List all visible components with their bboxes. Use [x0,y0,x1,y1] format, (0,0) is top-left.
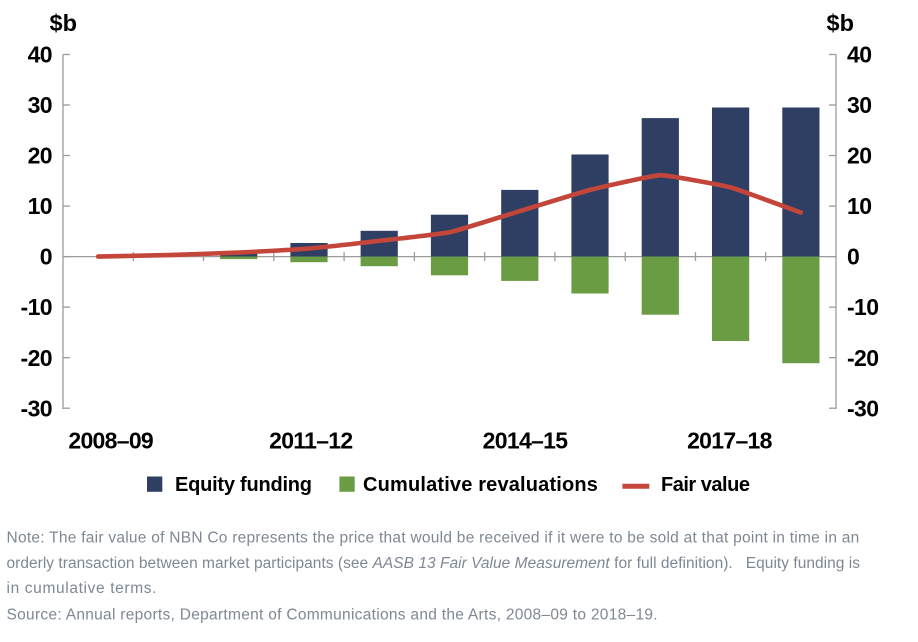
svg-text:-20: -20 [21,345,52,371]
svg-text:Source: Annual reports, Depart: Source: Annual reports, Department of Co… [7,607,658,624]
svg-text:40: 40 [847,42,871,68]
svg-text:30: 30 [847,92,871,118]
svg-text:orderly transaction between ma: orderly transaction between market parti… [7,555,861,572]
svg-text:$b: $b [50,10,77,36]
svg-text:Equity funding: Equity funding [175,474,312,496]
svg-text:20: 20 [28,143,52,169]
svg-text:-30: -30 [847,395,878,421]
svg-text:Fair value: Fair value [661,474,750,496]
svg-text:40: 40 [28,42,52,68]
svg-text:2011–12: 2011–12 [269,428,352,454]
svg-text:Note: The fair value of NBN Co: Note: The fair value of NBN Co represent… [7,530,860,547]
svg-text:2017–18: 2017–18 [687,428,773,454]
svg-text:-30: -30 [21,395,52,421]
svg-text:$b: $b [827,10,854,36]
svg-text:30: 30 [28,92,52,118]
svg-text:in cumulative terms.: in cumulative terms. [7,580,158,597]
svg-text:Cumulative revaluations: Cumulative revaluations [363,474,598,496]
svg-text:10: 10 [847,193,871,219]
svg-text:20: 20 [847,143,871,169]
svg-text:-10: -10 [21,294,52,320]
svg-text:2008–09: 2008–09 [68,428,153,454]
svg-text:0: 0 [40,244,52,270]
svg-text:-20: -20 [847,345,878,371]
svg-text:-10: -10 [847,294,878,320]
svg-text:10: 10 [28,193,52,219]
svg-text:2014–15: 2014–15 [483,428,569,454]
svg-text:0: 0 [847,244,859,270]
